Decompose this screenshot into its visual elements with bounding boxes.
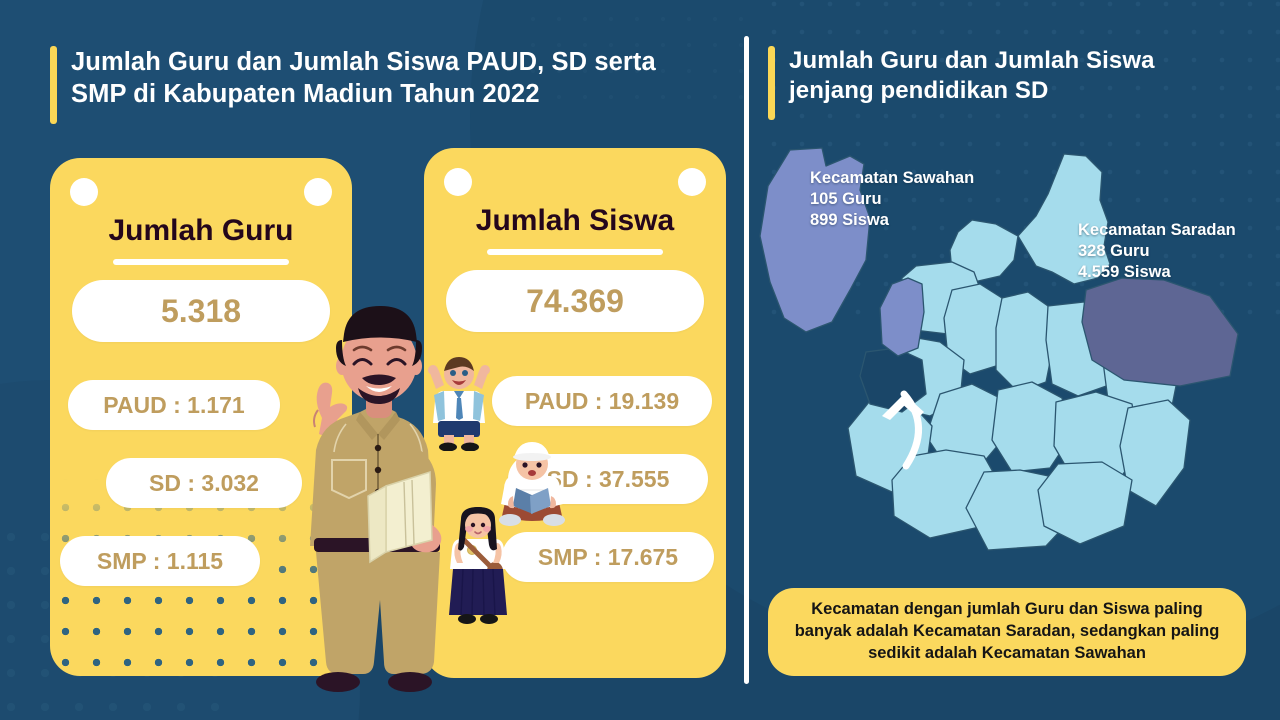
punch-hole-right-icon — [678, 168, 706, 196]
left-panel-heading-text: Jumlah Guru dan Jumlah Siswa PAUD, SD se… — [71, 48, 656, 109]
girl-student-illustration — [449, 507, 507, 624]
summary-note-box: Kecamatan dengan jumlah Guru dan Siswa p… — [768, 588, 1246, 676]
right-panel-heading: Jumlah Guru dan Jumlah Siswa jenjang pen… — [768, 46, 1238, 120]
siswa-total-value: 74.369 — [446, 270, 704, 332]
map-district — [1017, 153, 1111, 285]
heading-accent-bar — [50, 46, 57, 124]
card-title-siswa: Jumlah Siswa — [475, 204, 675, 237]
card-title-guru: Jumlah Guru — [108, 214, 294, 247]
punch-hole-left-icon — [70, 178, 98, 206]
siswa-smp-value: SMP : 17.675 — [502, 532, 714, 582]
siswa-paud-value: PAUD : 19.139 — [492, 376, 712, 426]
heading-accent-bar — [768, 46, 775, 120]
map-district — [1119, 399, 1191, 507]
map-district — [1037, 461, 1133, 545]
cheering-student-illustration — [428, 357, 490, 451]
map-district-sawahan — [879, 277, 925, 357]
guru-smp-value: SMP : 1.115 — [60, 536, 260, 586]
guru-sd-value: SD : 3.032 — [106, 458, 302, 508]
panel-divider — [744, 36, 749, 684]
guru-total-value: 5.318 — [72, 280, 330, 342]
stat-card-jumlah-guru: Jumlah Guru 5.318 PAUD : 1.171 SD : 3.03… — [50, 158, 352, 676]
callout-student-count: 4.559 Siswa — [1078, 263, 1171, 282]
left-panel-heading: Jumlah Guru dan Jumlah Siswa PAUD, SD se… — [50, 46, 710, 124]
callout-district-name: Kecamatan Saradan — [1078, 221, 1236, 239]
summary-note-text: Kecamatan dengan jumlah Guru dan Siswa p… — [794, 600, 1220, 662]
card-title-underline — [113, 259, 289, 265]
card-title-underline — [487, 249, 663, 255]
map-district — [995, 291, 1055, 393]
callout-teacher-count: 105 Guru — [810, 190, 882, 209]
guru-paud-value: PAUD : 1.171 — [68, 380, 280, 430]
map-svg — [759, 147, 1239, 551]
map-inset-sawahan — [759, 147, 871, 333]
callout-student-count: 899 Siswa — [810, 211, 889, 230]
right-panel-heading-text: Jumlah Guru dan Jumlah Siswa jenjang pen… — [789, 47, 1155, 105]
callout-district-name: Kecamatan Sawahan — [810, 169, 975, 187]
map-district — [949, 219, 1019, 283]
punch-hole-right-icon — [304, 178, 332, 206]
callout-kecamatan-sawahan: Kecamatan Sawahan 105 Guru 899 Siswa — [810, 168, 1020, 231]
map-district-saradan — [1081, 277, 1239, 387]
madiun-regency-map — [756, 140, 1264, 580]
callout-teacher-count: 328 Guru — [1078, 242, 1150, 261]
callout-kecamatan-saradan: Kecamatan Saradan 328 Guru 4.559 Siswa — [1078, 220, 1268, 283]
punch-hole-left-icon — [444, 168, 472, 196]
arrow-pointer-icon — [882, 390, 924, 470]
